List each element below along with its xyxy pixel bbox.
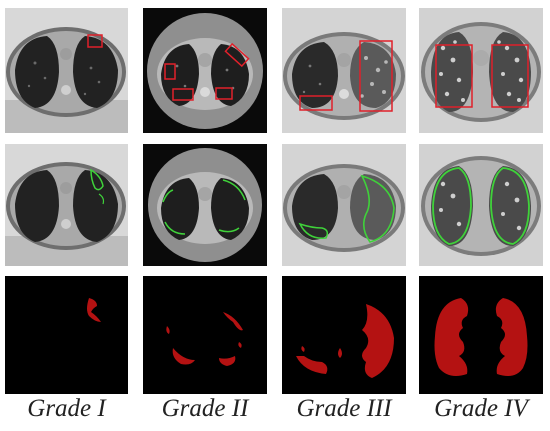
ct-grade-2-boxes: [143, 8, 267, 133]
ct-grade-4-boxes: [419, 8, 543, 133]
mask-grade-4: [419, 276, 543, 394]
grade-label-4: Grade IV: [434, 395, 528, 422]
ct-grade-4-contour: [419, 144, 543, 266]
grade-label-1: Grade I: [27, 395, 106, 422]
ct-grade-3-contour: [282, 144, 406, 266]
mask-grade-1: [5, 276, 128, 394]
grade-label-2: Grade II: [161, 395, 249, 422]
mask-grade-3: [282, 276, 406, 394]
ct-grade-1-boxes: [5, 8, 128, 133]
grade-label-3: Grade III: [296, 395, 392, 422]
ct-grade-3-boxes: [282, 8, 406, 133]
ct-grade-2-contour: [143, 144, 267, 266]
ct-grade-1-contour: [5, 144, 128, 266]
mask-grade-2: [143, 276, 267, 394]
